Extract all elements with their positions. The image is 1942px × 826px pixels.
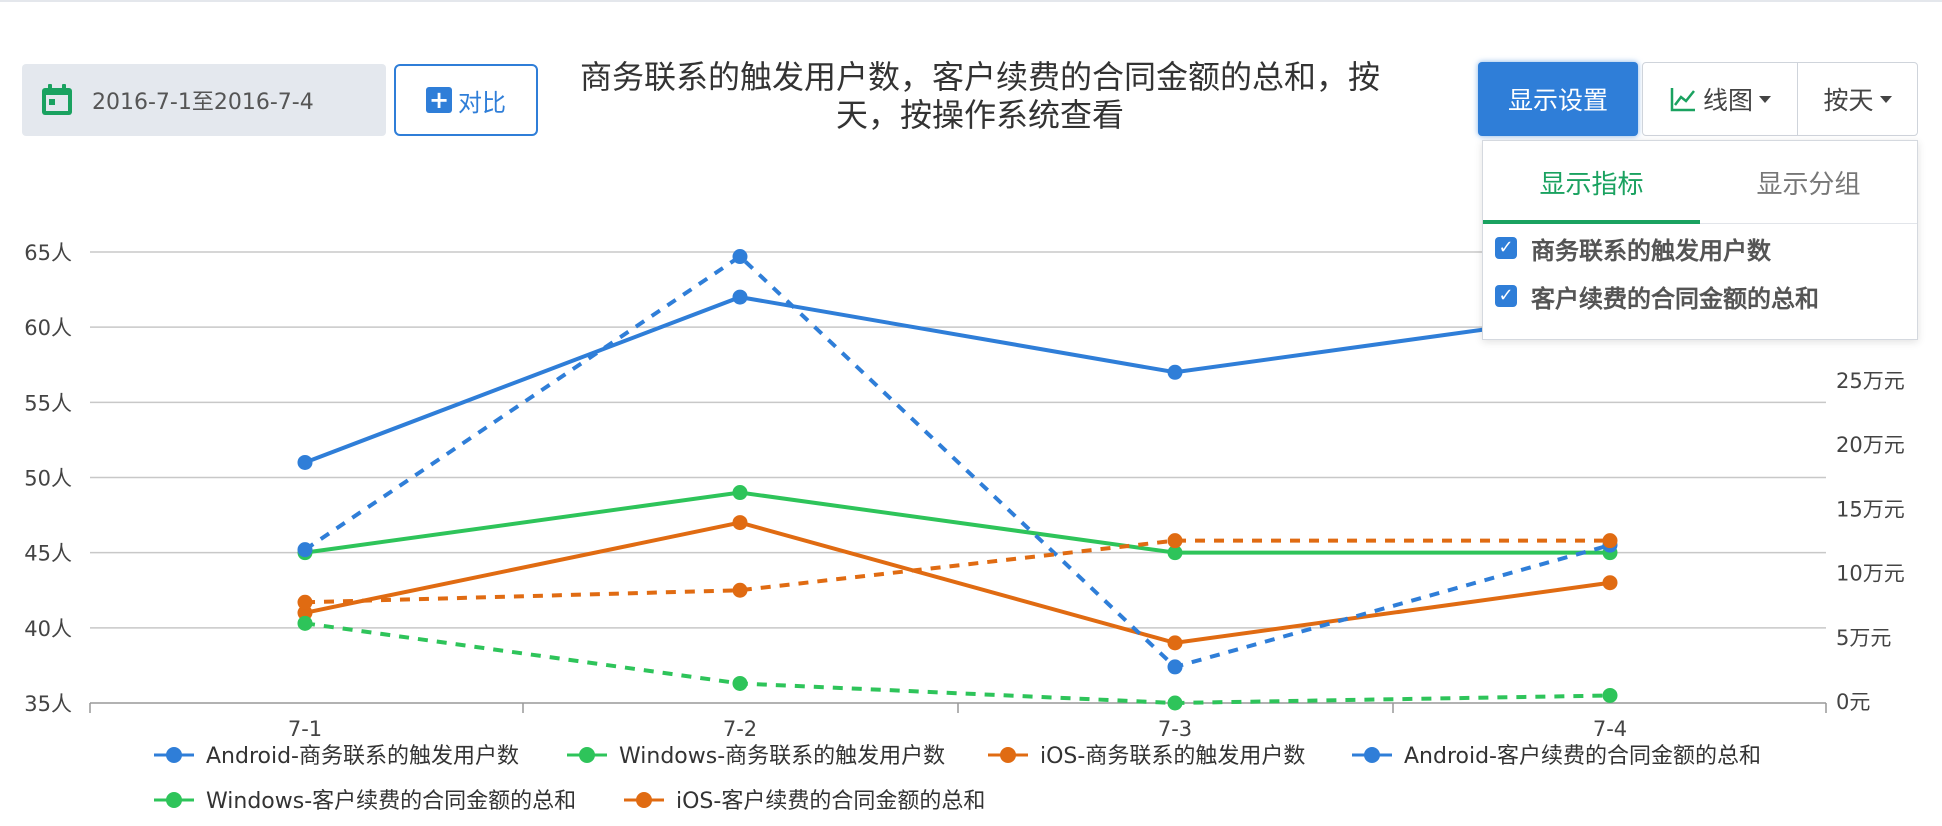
y-left-tick-label: 50人 (24, 467, 72, 491)
y-left-tick-label: 65人 (24, 241, 72, 265)
legend-label: iOS-客户续费的合同金额的总和 (676, 789, 985, 814)
data-point (1167, 533, 1183, 549)
chart-type-label: 线图 (1702, 86, 1753, 115)
metric-label: 客户续费的合同金额的总和 (1531, 284, 1819, 313)
data-point (1167, 635, 1183, 651)
series-line (304, 295, 1611, 465)
data-point (1602, 687, 1618, 703)
data-point (297, 615, 313, 631)
y-right-tick-label: 25万元 (1836, 369, 1905, 393)
panel-tabs: 显示指标 显示分组 (1483, 141, 1917, 224)
legend-label: iOS-商务联系的触发用户数 (1040, 744, 1305, 769)
legend-label: Android-商务联系的触发用户数 (206, 744, 519, 769)
series-layer (297, 249, 1618, 711)
series-line (304, 621, 1611, 706)
data-point (1167, 659, 1183, 675)
data-point (1167, 545, 1183, 561)
chevron-down-icon (1759, 95, 1771, 103)
data-point (732, 289, 748, 305)
data-point (1167, 695, 1183, 711)
y-left-tick-label: 55人 (24, 391, 72, 415)
data-point (732, 582, 748, 598)
display-settings-label: 显示设置 (1507, 86, 1608, 115)
legend-label: Windows-客户续费的合同金额的总和 (206, 789, 576, 814)
compare-label: 对比 (458, 88, 506, 117)
calendar-icon (42, 84, 72, 115)
y-right-tick-label: 0元 (1836, 690, 1870, 714)
data-point (732, 485, 748, 501)
checkbox-checked-icon[interactable]: ✓ (1495, 237, 1517, 259)
granularity-dropdown[interactable]: 按天 (1798, 63, 1917, 135)
checkbox-checked-icon[interactable]: ✓ (1495, 285, 1517, 307)
line-chart-icon (1670, 88, 1695, 112)
legend-marker (166, 792, 182, 808)
date-range-picker[interactable]: 2016-7-1至2016-7-4 (22, 64, 386, 136)
compare-button[interactable]: + 对比 (394, 64, 538, 136)
granularity-label: 按天 (1823, 86, 1874, 115)
series-line (304, 520, 1611, 645)
date-range-text: 2016-7-1至2016-7-4 (92, 90, 314, 115)
data-point (297, 605, 313, 621)
metric-checkbox-item[interactable]: ✓ 商务联系的触发用户数 (1483, 224, 1917, 272)
axes: 35人 40人 45人 50人 55人 60人 65人 0元 5万元 10万元 15万元 20万元 25… (24, 241, 1904, 741)
y-right-tick-label: 5万元 (1836, 626, 1891, 650)
data-point (1602, 533, 1618, 549)
x-tick-label: 7-2 (723, 717, 757, 741)
data-point (297, 454, 313, 470)
y-right-tick-label: 20万元 (1836, 433, 1905, 457)
y-right-tick-label: 15万元 (1836, 497, 1905, 521)
legend-label: Android-客户续费的合同金额的总和 (1404, 744, 1761, 769)
y-left-tick-label: 40人 (24, 617, 72, 641)
display-settings-panel: 显示指标 显示分组 ✓ 商务联系的触发用户数 ✓ 客户续费的合同金额的总和 (1482, 140, 1918, 340)
legend-marker (1000, 747, 1016, 763)
chart-options-group: 线图 按天 (1642, 62, 1918, 136)
x-tick-label: 7-1 (288, 717, 322, 741)
metric-checkbox-item[interactable]: ✓ 客户续费的合同金额的总和 (1483, 272, 1917, 320)
legend-marker (1364, 747, 1380, 763)
y-left-tick-label: 45人 (24, 542, 72, 566)
x-tick-label: 7-4 (1593, 717, 1627, 741)
data-point (732, 675, 748, 691)
series-line (303, 253, 1611, 670)
data-point (1167, 364, 1183, 380)
y-left-tick-label: 60人 (24, 316, 72, 340)
legend-label: Windows-商务联系的触发用户数 (619, 744, 945, 769)
series-line (304, 490, 1610, 555)
chart-title-line-1: 商务联系的触发用户数，客户续费的合同金额的总和，按 (579, 58, 1380, 96)
x-tick-label: 7-3 (1158, 717, 1192, 741)
chart-type-dropdown[interactable]: 线图 (1643, 63, 1798, 135)
chart-title: 商务联系的触发用户数，客户续费的合同金额的总和，按 天，按操作系统查看 (520, 58, 1440, 134)
display-settings-button[interactable]: 显示设置 (1478, 62, 1638, 136)
legend-marker (166, 747, 182, 763)
data-point (297, 594, 313, 610)
metric-label: 商务联系的触发用户数 (1531, 236, 1771, 265)
data-point (732, 515, 748, 531)
y-right-tick-label: 10万元 (1836, 562, 1905, 586)
data-point (1602, 575, 1618, 591)
legend-marker (636, 792, 652, 808)
plus-icon: + (426, 87, 452, 113)
legend: Android-商务联系的触发用户数 Windows-商务联系的触发用户数 iOS-… (154, 744, 1761, 814)
data-point (297, 542, 313, 558)
data-point (732, 249, 748, 265)
tab-display-metrics[interactable]: 显示指标 (1483, 141, 1700, 224)
legend-marker (579, 747, 595, 763)
tab-display-groups[interactable]: 显示分组 (1756, 169, 1861, 200)
chevron-down-icon (1879, 95, 1892, 103)
chart-title-line-2: 天，按操作系统查看 (835, 96, 1124, 134)
series-line (304, 538, 1610, 605)
top-border (0, 0, 1942, 2)
y-left-tick-label: 35人 (24, 692, 72, 716)
